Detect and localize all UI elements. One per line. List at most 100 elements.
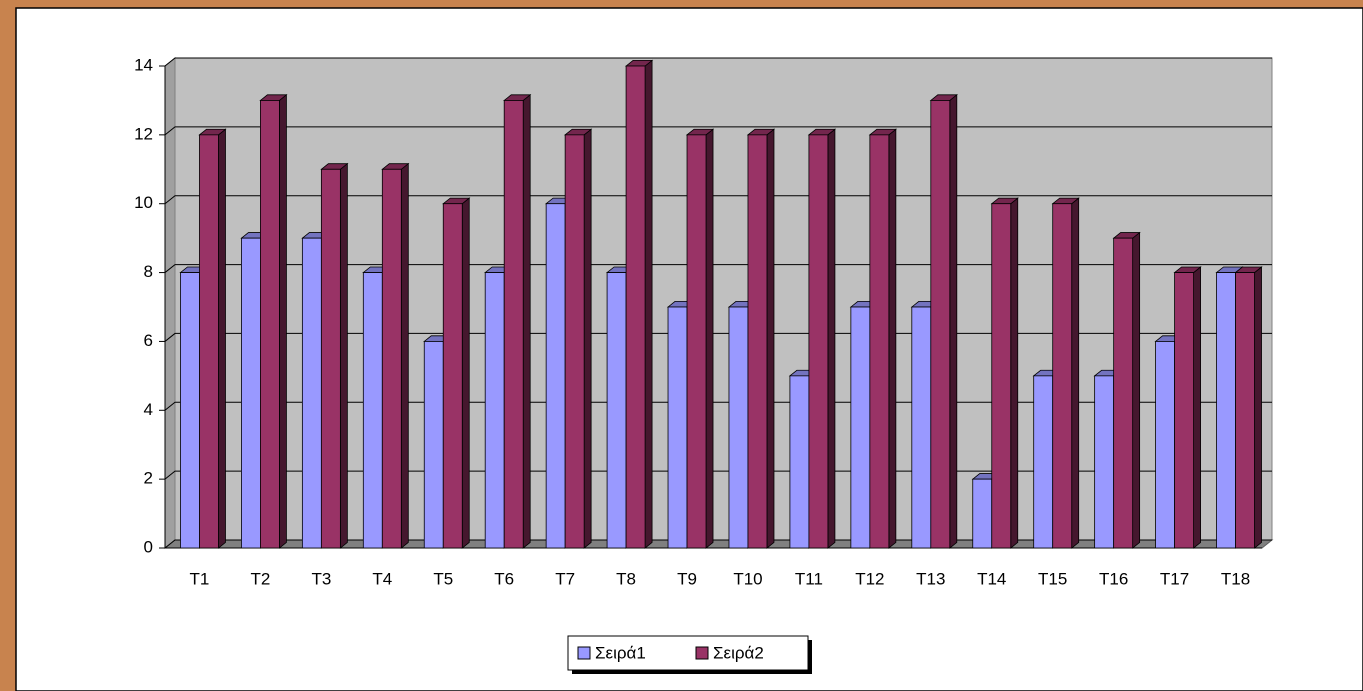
grid-line xyxy=(164,332,1272,342)
x-tick-label: T1 xyxy=(190,569,210,588)
y-tick-label: 12 xyxy=(134,124,153,143)
bar-side xyxy=(949,93,958,549)
grid-line xyxy=(164,195,1272,205)
bar xyxy=(685,128,715,549)
side-wall xyxy=(164,56,176,550)
y-tick-label: 0 xyxy=(144,537,153,556)
x-tick-label: T4 xyxy=(372,569,392,588)
bar-front xyxy=(625,65,646,549)
bar-front xyxy=(930,100,951,549)
bar-front xyxy=(1094,375,1115,549)
bar-front xyxy=(1174,272,1194,549)
bar-side xyxy=(1071,197,1080,549)
bar xyxy=(1051,197,1080,549)
legend-label: Σειρά1 xyxy=(595,643,646,662)
bar-front xyxy=(442,203,463,549)
bar xyxy=(381,162,410,549)
grid-line xyxy=(164,401,1272,411)
x-tick-label: T16 xyxy=(1099,569,1128,588)
bar-side xyxy=(522,93,531,549)
bar-side xyxy=(705,128,714,549)
bar xyxy=(259,93,288,549)
bar xyxy=(503,93,532,549)
x-tick-label: T18 xyxy=(1221,569,1250,588)
y-tick-label: 4 xyxy=(144,400,153,419)
bar-side xyxy=(1254,266,1262,549)
legend xyxy=(567,635,809,671)
bar-front xyxy=(1155,341,1175,549)
bar-front xyxy=(423,341,444,549)
bar xyxy=(746,128,776,549)
bar-front xyxy=(972,478,993,549)
bar-front xyxy=(789,375,810,549)
bar-side xyxy=(339,162,348,549)
bar-front xyxy=(362,272,383,549)
bar-side xyxy=(644,59,653,549)
bar-front xyxy=(869,134,890,549)
bar-front xyxy=(686,134,707,549)
bar-front xyxy=(320,168,341,549)
bar-front xyxy=(545,203,566,549)
bar-side xyxy=(279,93,287,549)
x-tick-label: T14 xyxy=(977,569,1006,588)
bar-side xyxy=(218,128,226,549)
bar xyxy=(320,162,349,549)
legend-swatch xyxy=(695,646,709,660)
bar xyxy=(563,128,593,549)
x-tick-label: T13 xyxy=(916,569,945,588)
y-tick-label: 6 xyxy=(144,331,153,350)
bar-front xyxy=(747,134,768,549)
grid-line xyxy=(164,470,1272,480)
y-tick-label: 8 xyxy=(144,262,153,281)
bar xyxy=(1173,266,1202,549)
bar xyxy=(990,197,1019,549)
y-tick-label: 14 xyxy=(134,55,153,74)
bar xyxy=(442,197,471,549)
bar-side xyxy=(1010,197,1019,549)
x-tick-label: T5 xyxy=(433,569,453,588)
bar xyxy=(1112,231,1141,549)
x-tick-label: T10 xyxy=(733,569,762,588)
x-tick-label: T17 xyxy=(1160,569,1189,588)
bar-front xyxy=(1235,272,1255,549)
x-tick-label: T8 xyxy=(616,569,636,588)
bar-front xyxy=(911,306,932,549)
legend-label: Σειρά2 xyxy=(713,643,764,662)
x-tick-label: T6 xyxy=(494,569,514,588)
bar-front xyxy=(503,100,524,549)
bar-front xyxy=(728,306,749,549)
y-tick-label: 10 xyxy=(134,193,153,212)
x-tick-label: T9 xyxy=(677,569,697,588)
bar-side xyxy=(583,128,592,549)
bar-front xyxy=(1113,237,1134,549)
bar-front xyxy=(241,237,261,549)
grid-line xyxy=(164,264,1272,273)
bar-side xyxy=(1132,231,1141,549)
bar-front xyxy=(1052,203,1073,549)
bar-front xyxy=(564,134,585,549)
legend-swatch xyxy=(577,646,591,660)
bar-front xyxy=(991,203,1012,549)
bar-side xyxy=(888,128,897,549)
grid-line xyxy=(164,539,1272,549)
bar xyxy=(868,128,898,549)
bar-side xyxy=(827,128,836,549)
bar-front xyxy=(1033,375,1054,549)
bar xyxy=(1234,266,1263,549)
x-tick-label: T2 xyxy=(250,569,270,588)
bar-side xyxy=(400,162,409,549)
bar-front xyxy=(1216,272,1236,549)
bar-front xyxy=(606,272,627,549)
x-tick-label: T11 xyxy=(795,569,823,588)
grid-line xyxy=(164,126,1272,136)
x-tick-label: T7 xyxy=(555,569,575,588)
bar xyxy=(624,59,654,549)
bar-front xyxy=(381,168,402,549)
bar-front xyxy=(199,134,219,549)
bar-side xyxy=(461,197,470,549)
bar-front xyxy=(484,272,505,549)
bar-front xyxy=(808,134,829,549)
x-tick-label: T12 xyxy=(855,569,884,588)
